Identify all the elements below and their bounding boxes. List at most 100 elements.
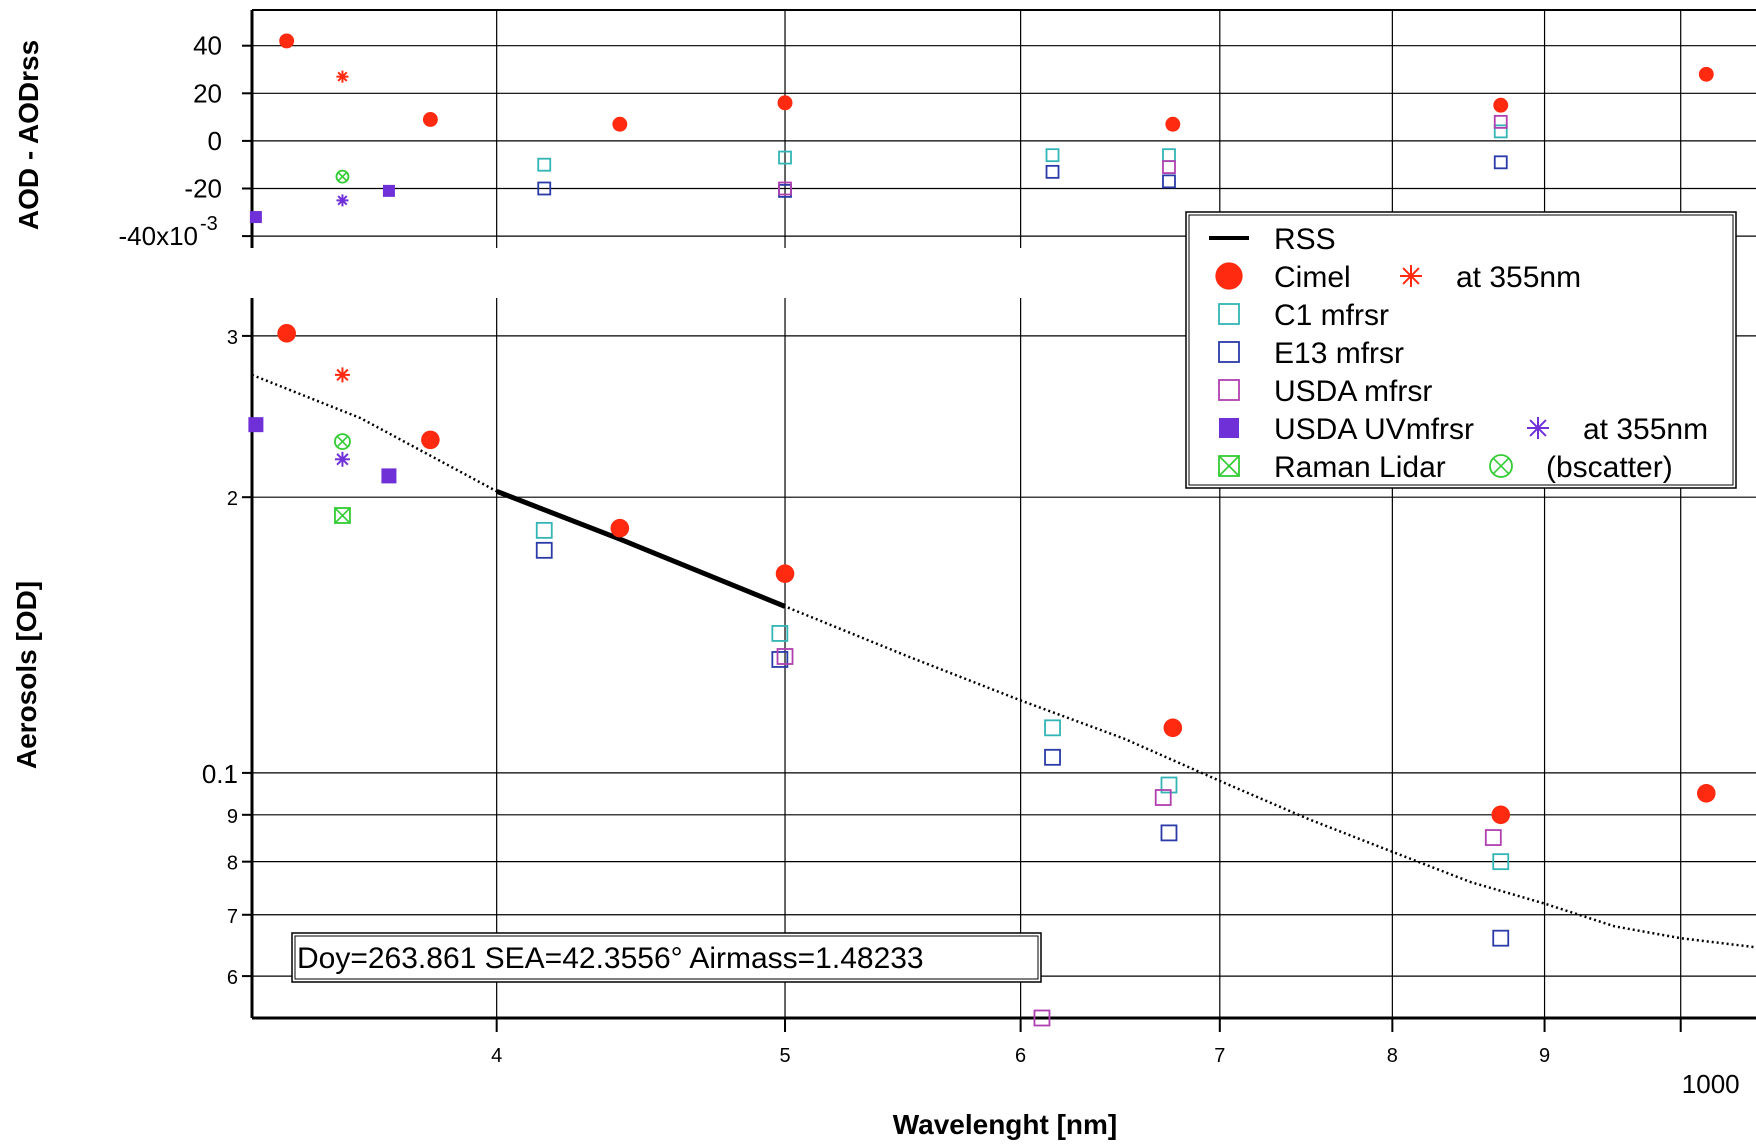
x-tick-label: 1000 <box>1682 1069 1740 1099</box>
x-tick-label: 5 <box>779 1045 790 1067</box>
top-point-cimel <box>777 95 793 111</box>
bottom-point-e13 <box>1160 824 1178 842</box>
top-point-e13 <box>1162 174 1176 189</box>
bottom-point-cimel <box>775 564 795 584</box>
x-tick-label: 6 <box>1015 1045 1026 1067</box>
legend-marker-usda-mfrsr <box>1218 379 1240 401</box>
top-point-cimel <box>279 33 295 49</box>
top-point-cimel <box>422 112 438 127</box>
top-y-tick-label: 20 <box>193 78 222 108</box>
top-point-usdauv <box>249 211 262 224</box>
legend-extra-marker <box>1489 454 1513 478</box>
bottom-point-usdauv355 <box>334 451 350 467</box>
legend-label: Raman Lidar <box>1274 451 1446 484</box>
top-point-usdauv <box>382 184 395 197</box>
top-point-c1 <box>1045 148 1060 163</box>
bottom-point-c1 <box>1492 853 1510 871</box>
bottom-point-cimel <box>1696 784 1716 803</box>
x-tick-label: 9 <box>1539 1045 1550 1067</box>
x-tick-label: 8 <box>1387 1045 1398 1067</box>
top-y-tick-label: -20 <box>184 174 222 204</box>
top-point-e13 <box>1493 155 1508 170</box>
bottom-point-c1 <box>771 625 789 642</box>
bottom-point-e13 <box>1492 929 1510 947</box>
top-point-usdauv355 <box>336 194 349 207</box>
bottom-y-tick-label: 9 <box>227 806 238 828</box>
legend-label: RSS <box>1274 223 1336 256</box>
legend-extra-marker <box>1527 417 1549 439</box>
top-panel-points <box>249 33 1714 224</box>
top-point-c1 <box>537 157 552 172</box>
top-y-axis-title: AOD - AODrss <box>13 40 44 230</box>
legend-extra-label: at 355nm <box>1456 261 1581 294</box>
bottom-point-cimel <box>1491 805 1511 825</box>
bottom-point-cimel <box>421 430 440 450</box>
top-point-cimel <box>1698 66 1714 82</box>
info-box-text: Doy=263.861 SEA=42.3556° Airmass=1.48233 <box>297 942 924 975</box>
bottom-point-usda <box>1033 1009 1051 1027</box>
bottom-point-usda <box>1154 789 1172 806</box>
legend-label: USDA mfrsr <box>1274 375 1432 408</box>
bottom-panel-tick-labels: 3 2 0.1 9 8 7 6 4 5 6 7 8 9 1000 <box>202 327 1740 1099</box>
legend-label: C1 mfrsr <box>1274 299 1389 332</box>
legend-marker-raman-lidar <box>1218 455 1240 477</box>
bottom-point-usdauv <box>248 417 264 433</box>
legend-label: Cimel <box>1274 261 1351 294</box>
top-panel-tick-labels: 40 20 0 -20 -40x10 -3 <box>119 31 223 251</box>
bottom-point-e13 <box>535 541 553 559</box>
top-point-c1 <box>1162 148 1176 163</box>
bottom-point-ramanbs <box>334 433 351 450</box>
bottom-point-e13 <box>771 651 789 668</box>
bottom-point-c1 <box>1160 776 1178 794</box>
legend: RSS Cimel at 355nm C1 mfrsr E13 mfrsr USDA mf… <box>1185 211 1737 489</box>
top-panel-grid <box>242 9 1756 248</box>
top-point-e13 <box>1045 164 1060 179</box>
top-point-usda <box>1162 160 1176 174</box>
bottom-point-cimel <box>277 323 296 343</box>
legend-label: E13 mfrsr <box>1274 337 1404 370</box>
bottom-y-tick-label: 3 <box>227 327 238 349</box>
bottom-point-cimel <box>1163 718 1183 738</box>
top-y-tick-label: -40x10 <box>119 221 199 251</box>
bottom-point-e13 <box>1044 748 1061 766</box>
bottom-point-c1 <box>1044 719 1061 737</box>
rss-curve <box>251 373 1756 949</box>
legend-extra-label: (bscatter) <box>1546 451 1673 484</box>
info-box: Doy=263.861 SEA=42.3556° Airmass=1.48233 <box>291 932 1042 983</box>
bottom-y-tick-label: 0.1 <box>202 759 238 789</box>
bottom-point-usda <box>1484 829 1502 846</box>
x-axis-title: Wavelenght [nm] <box>893 1109 1118 1140</box>
bottom-point-c1 <box>535 521 553 539</box>
bottom-point-cimel355 <box>334 367 350 383</box>
bottom-y-tick-label: 6 <box>227 967 238 989</box>
bottom-point-raman <box>334 507 351 524</box>
top-point-ramanbs <box>335 169 350 184</box>
legend-label: USDA UVmfrsr <box>1274 413 1474 446</box>
top-point-cimel355 <box>336 70 349 83</box>
legend-marker-c1-mfrsr <box>1218 303 1240 325</box>
legend-frame <box>1185 211 1737 489</box>
bottom-panel-points <box>248 323 1716 1027</box>
legend-inner-frame <box>1188 214 1734 486</box>
bottom-point-usdauv <box>381 468 397 484</box>
top-point-cimel <box>612 116 628 132</box>
top-y-tick-exponent: -3 <box>200 213 218 235</box>
top-point-e13 <box>537 181 552 196</box>
x-tick-label: 7 <box>1214 1045 1225 1067</box>
legend-extra-marker <box>1400 265 1422 287</box>
top-y-tick-label: 0 <box>208 126 222 156</box>
legend-marker-cimel <box>1215 262 1243 290</box>
bottom-point-usda <box>776 648 794 665</box>
top-point-c1 <box>1493 124 1508 139</box>
bottom-point-cimel <box>610 518 630 538</box>
bottom-y-tick-label: 2 <box>227 488 238 510</box>
bottom-y-axis-title: Aerosols [OD] <box>11 581 42 769</box>
x-tick-label: 4 <box>491 1045 502 1067</box>
top-point-cimel <box>1165 116 1181 132</box>
bottom-y-tick-label: 7 <box>227 906 238 928</box>
bottom-y-tick-label: 8 <box>227 853 238 875</box>
top-point-usda <box>1493 114 1508 129</box>
legend-marker-usda-uvmfrsr <box>1219 418 1239 438</box>
top-point-c1 <box>778 150 792 165</box>
